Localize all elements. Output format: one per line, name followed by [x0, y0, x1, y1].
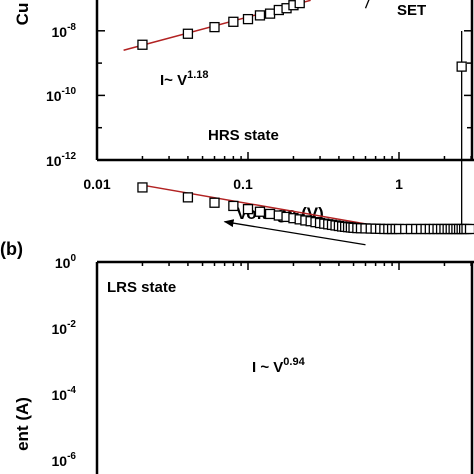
data-point: [264, 208, 276, 220]
data-point: [182, 28, 194, 39]
fit-line: [138, 183, 396, 230]
panel-a-x-tick-label: 0.1: [233, 176, 253, 192]
panel-a-y-tick-label: 10-10: [46, 86, 76, 104]
panel-a-state-label: HRS state: [208, 127, 279, 144]
panel-b-ticks: [96, 261, 472, 270]
data-point: [294, 0, 305, 9]
sweep-arrow: [223, 219, 366, 246]
data-point: [242, 13, 254, 25]
panel-b-points: [137, 61, 474, 235]
panel-a-y-axis-title: Cu: [13, 3, 32, 26]
data-point: [254, 206, 266, 217]
data-point: [264, 8, 276, 19]
panel-a-x-tick-label: 0.01: [83, 176, 110, 192]
panel-b-y-tick-label: 10-6: [52, 451, 77, 469]
panel-b-fit: [138, 183, 396, 230]
data-point: [254, 10, 266, 21]
panel-b-label: (b): [0, 239, 23, 259]
data-point: [209, 21, 220, 33]
panel-a-y-tick-label: 10-12: [46, 151, 76, 169]
panel-b-y-axis-title: ent (A): [13, 397, 32, 451]
panel-b-y-tick-label: 10-4: [52, 385, 77, 403]
panel-b-y-tick-label: 100: [55, 253, 77, 271]
data-point: [464, 223, 474, 235]
data-point: [209, 197, 220, 208]
panel-a-ticks: [96, 30, 472, 161]
panel-a: 0.01 0.1 1 10-12 10-10 10-8 Voltage (V) …: [13, 0, 474, 223]
data-point: [228, 200, 239, 212]
panel-a-arrow: [364, 0, 370, 9]
process-arrow: [364, 0, 370, 9]
data-point: [242, 203, 254, 215]
panel-b-lines: [384, 31, 472, 230]
panel-b-fit-annotation: I ~ V0.94: [252, 356, 306, 376]
panel-a-x-tick-label: 1: [395, 176, 403, 192]
data-point: [228, 16, 239, 27]
panel-b: (b) 100 10-2 10-4 10-6 ent (A) LRS state…: [0, 31, 474, 474]
panel-b-y-tick-label: 10-2: [52, 319, 77, 337]
panel-a-y-tick-label: 10-8: [52, 22, 77, 40]
panel-a-points: [137, 0, 305, 50]
data-point: [182, 192, 194, 203]
panel-a-process-label: SET: [397, 2, 426, 19]
panel-b-state-label: LRS state: [107, 279, 176, 296]
panel-b-arrow: [223, 219, 366, 246]
data-point: [137, 39, 148, 50]
data-point: [137, 182, 148, 193]
data-point: [456, 61, 467, 72]
panel-a-fit-annotation: I~ V1.18: [160, 69, 209, 89]
